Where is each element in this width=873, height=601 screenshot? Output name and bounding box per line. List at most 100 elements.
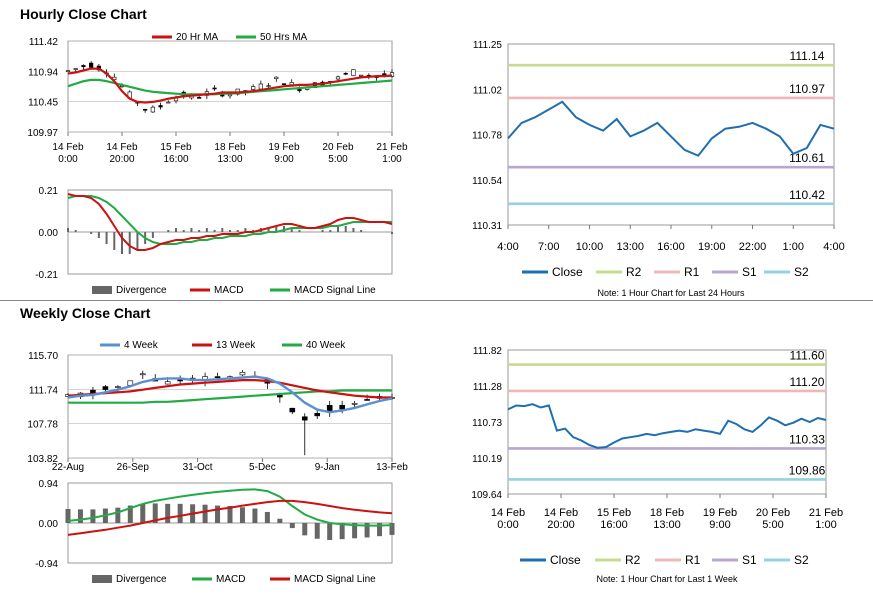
x-tick-label: 13:00	[616, 241, 644, 253]
hourly-pivot-frame	[507, 43, 835, 226]
weekly-pivot-legend-label-s2: S2	[794, 553, 809, 567]
legend-20hr-ma-label: 20 Hr MA	[176, 32, 219, 43]
hourly-20hr-ma-line	[67, 67, 393, 104]
legend-weekly-divergence-swatch	[92, 575, 112, 583]
x-tick-label: 13:00	[653, 519, 681, 531]
hourly-candle-body	[65, 70, 71, 72]
weekly-candle-body	[115, 386, 121, 388]
x-tick-label: 14 Feb	[106, 142, 138, 153]
hourly-candle-body	[143, 108, 148, 111]
hourly-candle-body	[166, 101, 171, 104]
weekly-divergence-bar	[364, 523, 370, 538]
weekly-divergence-bar	[339, 523, 345, 540]
y-tick-label: 0.21	[39, 186, 59, 197]
y-tick-label: 111.25	[473, 40, 503, 51]
weekly-divergence-bar	[115, 507, 121, 523]
weekly-candle-body	[289, 407, 296, 413]
weekly-divergence-bar	[215, 505, 221, 523]
hourly-candle-body	[258, 83, 263, 90]
weekly-divergence-bar	[140, 503, 146, 523]
x-tick-label: 22-Aug	[52, 462, 84, 473]
y-tick-label: 0.00	[39, 228, 59, 239]
x-tick-label: 20:00	[547, 519, 575, 531]
x-tick-label: 26-Sep	[117, 462, 150, 473]
weekly-divergence-bar	[264, 511, 270, 523]
hourly-macd-signal-line	[67, 195, 392, 245]
hourly-candle-body	[343, 72, 348, 75]
y-tick-label: 111.28	[473, 382, 503, 393]
x-tick-label: 5:00	[328, 154, 348, 165]
weekly-divergence-bar	[239, 507, 245, 523]
weekly-pivot-legend-label-close: Close	[550, 553, 581, 567]
y-tick-label: 109.64	[471, 490, 502, 501]
y-tick-label: 110.78	[472, 131, 502, 142]
weekly-divergence-bar	[152, 503, 158, 523]
weekly-divergence-bar	[77, 509, 83, 523]
legend-50hr-ma-label: 50 Hrs MA	[260, 32, 308, 43]
hourly-pivot-legend-label-r1: R1	[684, 265, 700, 279]
hourly-pivot-legend-label-s1: S1	[742, 265, 757, 279]
x-tick-label: 15 Feb	[160, 142, 192, 153]
hourly-pivot-s1-level-label: 110.61	[789, 151, 825, 165]
x-tick-label: 1:00	[815, 519, 836, 531]
x-tick-label: 0:00	[58, 154, 78, 165]
x-tick-label: 21 Feb	[809, 507, 843, 519]
weekly-candle-body	[277, 394, 283, 398]
hourly-pivot-s2-level-label: 110.42	[789, 188, 825, 202]
x-tick-label: 14 Feb	[491, 507, 525, 519]
x-tick-label: 16:00	[163, 154, 188, 165]
x-tick-label: 15 Feb	[597, 507, 631, 519]
hourly-candle-body	[150, 106, 155, 113]
weekly-pivot-legend-label-s1: S1	[742, 553, 757, 567]
weekly-divergence-bar	[314, 523, 320, 539]
x-tick-label: 13:00	[217, 154, 242, 165]
hourly-candle-body	[274, 76, 279, 80]
weekly-candle-body	[177, 379, 183, 382]
y-tick-label: 110.94	[28, 67, 58, 78]
x-tick-label: 14 Feb	[52, 142, 84, 153]
weekly-pivot-legend-label-r1: R1	[685, 553, 701, 567]
weekly-4wk-line	[67, 375, 393, 414]
x-tick-label: 4:00	[823, 241, 844, 253]
x-tick-label: 20 Feb	[756, 507, 790, 519]
y-tick-label: 0.94	[39, 479, 59, 490]
weekly-divergence-bar	[352, 523, 358, 539]
y-tick-label: 107.78	[27, 420, 58, 431]
hourly-pivot-r2-level-label: 111.14	[790, 49, 825, 63]
y-tick-label: 110.73	[472, 418, 502, 429]
weekly-pivot-legend-label-r2: R2	[625, 553, 641, 567]
hourly-candle-body	[266, 85, 271, 87]
legend-hourly-signal-label: MACD Signal Line	[294, 285, 376, 296]
weekly-divergence-bar	[277, 518, 283, 523]
legend-hourly-divergence-label: Divergence	[116, 285, 167, 296]
weekly-13wk-line	[67, 379, 392, 399]
weekly-candle-body	[301, 416, 308, 421]
hourly-candle-body	[289, 82, 294, 85]
weekly-macd-line	[67, 488, 393, 527]
hourly-macd-line	[67, 193, 393, 251]
hourly-pivot-legend-label-r2: R2	[626, 265, 642, 279]
hourly-candle-body	[89, 62, 94, 68]
hourly-pivot-close-line	[507, 100, 835, 157]
weekly-candle-body	[139, 373, 146, 376]
y-tick-label: -0.94	[35, 559, 58, 570]
x-tick-label: 14 Feb	[544, 507, 578, 519]
weekly-divergence-bar	[389, 523, 395, 535]
hourly-candle-body	[359, 74, 364, 77]
hourly-section-title: Hourly Close Chart	[20, 6, 147, 22]
hourly-candle-body	[197, 97, 202, 99]
legend-40-week-label: 40 Week	[306, 340, 346, 351]
hourly-candle-body	[212, 87, 217, 90]
x-tick-label: 9-Jan	[315, 462, 340, 473]
y-tick-label: 110.54	[472, 176, 502, 187]
x-tick-label: 18 Feb	[650, 507, 684, 519]
weekly-divergence-bar	[227, 505, 233, 523]
x-tick-label: 31-Oct	[183, 462, 213, 473]
x-tick-label: 20:00	[109, 154, 134, 165]
legend-13-week-label: 13 Week	[216, 340, 256, 351]
x-tick-label: 5:00	[762, 519, 783, 531]
hourly-pivot-r1-level-label: 110.97	[789, 82, 825, 96]
weekly-divergence-bar	[177, 503, 183, 523]
weekly-pivot-s1-level-label: 110.33	[789, 432, 825, 446]
